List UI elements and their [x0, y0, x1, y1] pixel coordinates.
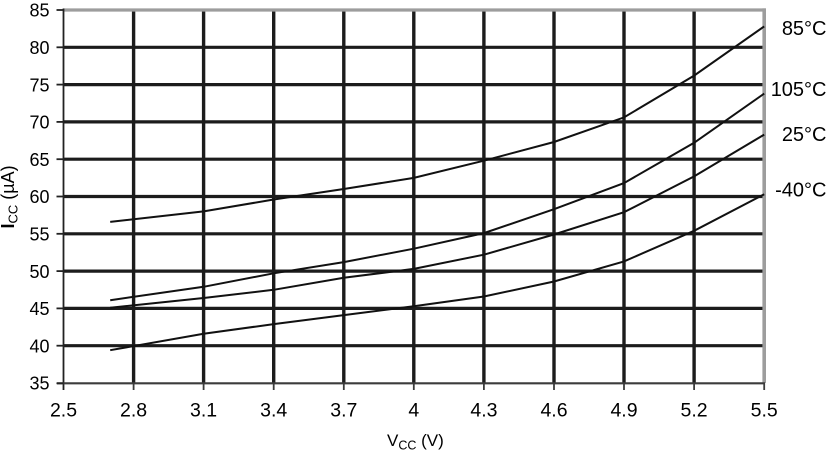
svg-text:2.8: 2.8 [120, 400, 147, 422]
svg-text:3.4: 3.4 [260, 400, 287, 422]
svg-text:55: 55 [29, 225, 49, 245]
svg-text:4: 4 [408, 400, 419, 422]
svg-text:25°C: 25°C [782, 124, 827, 146]
svg-text:ICC (µA): ICC (µA) [0, 165, 21, 228]
svg-text:3.7: 3.7 [330, 400, 357, 422]
svg-text:4.9: 4.9 [610, 400, 637, 422]
svg-text:5.5: 5.5 [751, 400, 778, 422]
svg-text:65: 65 [29, 150, 49, 170]
svg-text:75: 75 [29, 75, 49, 95]
svg-text:4.6: 4.6 [540, 400, 567, 422]
svg-text:2.5: 2.5 [50, 400, 77, 422]
svg-text:60: 60 [29, 187, 49, 207]
svg-text:3.1: 3.1 [190, 400, 217, 422]
svg-text:5.2: 5.2 [681, 400, 708, 422]
svg-text:80: 80 [29, 38, 49, 58]
svg-text:4.3: 4.3 [470, 400, 497, 422]
svg-text:45: 45 [29, 299, 49, 319]
svg-text:50: 50 [29, 262, 49, 282]
svg-text:-40°C: -40°C [775, 180, 826, 202]
svg-text:40: 40 [29, 336, 49, 356]
svg-text:85: 85 [29, 1, 49, 21]
svg-text:105°C: 105°C [771, 79, 827, 101]
svg-text:35: 35 [29, 374, 49, 394]
svg-text:70: 70 [29, 113, 49, 133]
svg-text:85°C: 85°C [782, 18, 827, 40]
